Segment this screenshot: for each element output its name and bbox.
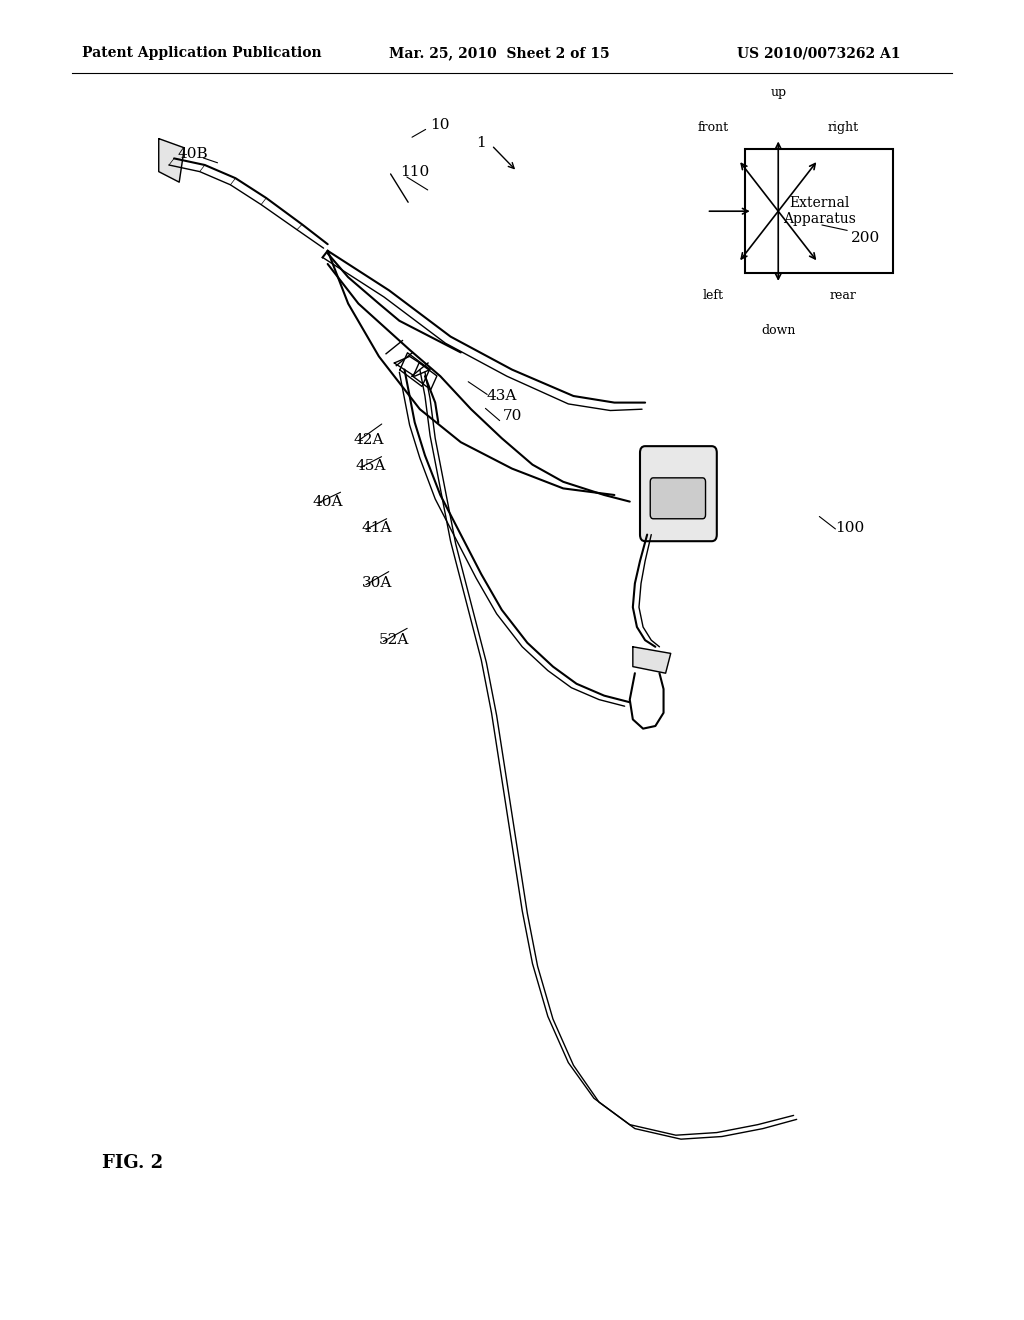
Text: 200: 200: [851, 231, 880, 244]
Text: 30A: 30A: [361, 577, 392, 590]
Text: 1: 1: [476, 136, 486, 149]
Text: 40A: 40A: [312, 495, 343, 508]
Text: right: right: [827, 120, 859, 133]
Text: 110: 110: [400, 165, 429, 178]
Text: rear: rear: [830, 289, 857, 302]
Text: down: down: [761, 323, 796, 337]
Text: External
Apparatus: External Apparatus: [782, 197, 856, 226]
FancyBboxPatch shape: [650, 478, 706, 519]
Text: Mar. 25, 2010  Sheet 2 of 15: Mar. 25, 2010 Sheet 2 of 15: [389, 46, 609, 61]
Polygon shape: [159, 139, 184, 182]
Text: 42A: 42A: [353, 433, 384, 446]
FancyBboxPatch shape: [640, 446, 717, 541]
Text: 52A: 52A: [379, 634, 410, 647]
FancyBboxPatch shape: [745, 149, 893, 273]
Text: up: up: [770, 86, 786, 99]
Text: 100: 100: [836, 521, 864, 535]
Text: 45A: 45A: [355, 459, 386, 473]
Text: 41A: 41A: [361, 521, 392, 535]
Text: front: front: [697, 120, 729, 133]
Text: Patent Application Publication: Patent Application Publication: [82, 46, 322, 61]
Text: 40B: 40B: [177, 148, 208, 161]
Polygon shape: [633, 647, 671, 673]
Text: 10: 10: [430, 119, 451, 132]
Text: left: left: [702, 289, 724, 302]
Text: US 2010/0073262 A1: US 2010/0073262 A1: [737, 46, 901, 61]
Text: 70: 70: [503, 409, 521, 422]
Text: FIG. 2: FIG. 2: [102, 1154, 164, 1172]
Text: 43A: 43A: [486, 389, 517, 403]
